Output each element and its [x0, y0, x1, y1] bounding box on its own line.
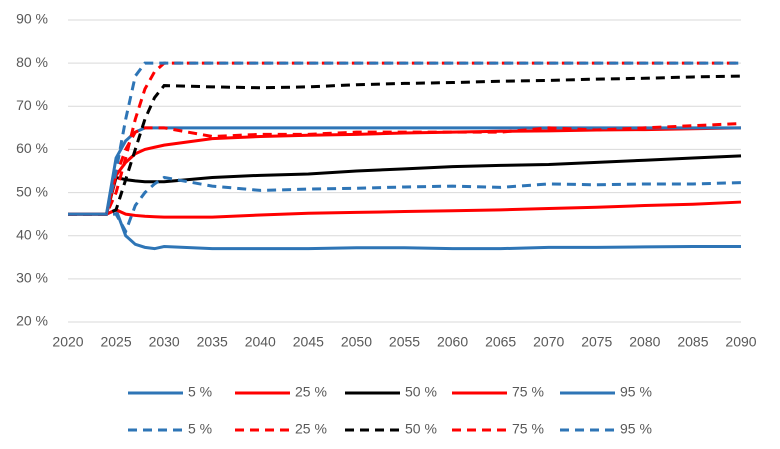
y-tick-label: 60 % — [16, 140, 48, 156]
y-tick-label: 90 % — [16, 11, 48, 27]
legend-label: 50 % — [405, 384, 437, 400]
line — [68, 74, 742, 216]
x-tick-label: 2070 — [533, 334, 564, 350]
x-tick-label: 2030 — [149, 334, 180, 350]
line — [68, 61, 741, 216]
line — [68, 200, 742, 219]
line — [68, 126, 742, 216]
line — [68, 154, 742, 216]
line — [68, 175, 742, 235]
legend-label: 75 % — [512, 384, 544, 400]
x-tick-label: 2045 — [293, 334, 324, 350]
line — [68, 126, 741, 216]
x-tick-label: 2040 — [245, 334, 276, 350]
legend-label: 95 % — [620, 384, 652, 400]
y-tick-label: 50 % — [16, 183, 48, 199]
y-tick-label: 40 % — [16, 226, 48, 242]
legend-label: 50 % — [405, 421, 437, 437]
x-tick-label: 2075 — [581, 334, 612, 350]
legend-label: 5 % — [188, 384, 212, 400]
legend-label: 25 % — [295, 421, 327, 437]
x-tick-label: 2025 — [100, 334, 131, 350]
x-tick-label: 2085 — [677, 334, 708, 350]
legend-label: 95 % — [620, 421, 652, 437]
y-tick-label: 70 % — [16, 97, 48, 113]
x-tick-label: 2065 — [485, 334, 516, 350]
y-tick-label: 80 % — [16, 54, 48, 70]
x-tick-label: 2055 — [389, 334, 420, 350]
x-tick-label: 2020 — [52, 334, 83, 350]
legend-label: 75 % — [512, 421, 544, 437]
x-tick-label: 2080 — [629, 334, 660, 350]
legend-label: 25 % — [295, 384, 327, 400]
line — [68, 207, 741, 251]
x-tick-label: 2090 — [725, 334, 756, 350]
x-tick-label: 2060 — [437, 334, 468, 350]
legend-label: 5 % — [188, 421, 212, 437]
y-tick-label: 30 % — [16, 270, 48, 286]
y-tick-label: 20 % — [16, 313, 48, 329]
x-tick-label: 2035 — [197, 334, 228, 350]
x-tick-label: 2050 — [341, 334, 372, 350]
